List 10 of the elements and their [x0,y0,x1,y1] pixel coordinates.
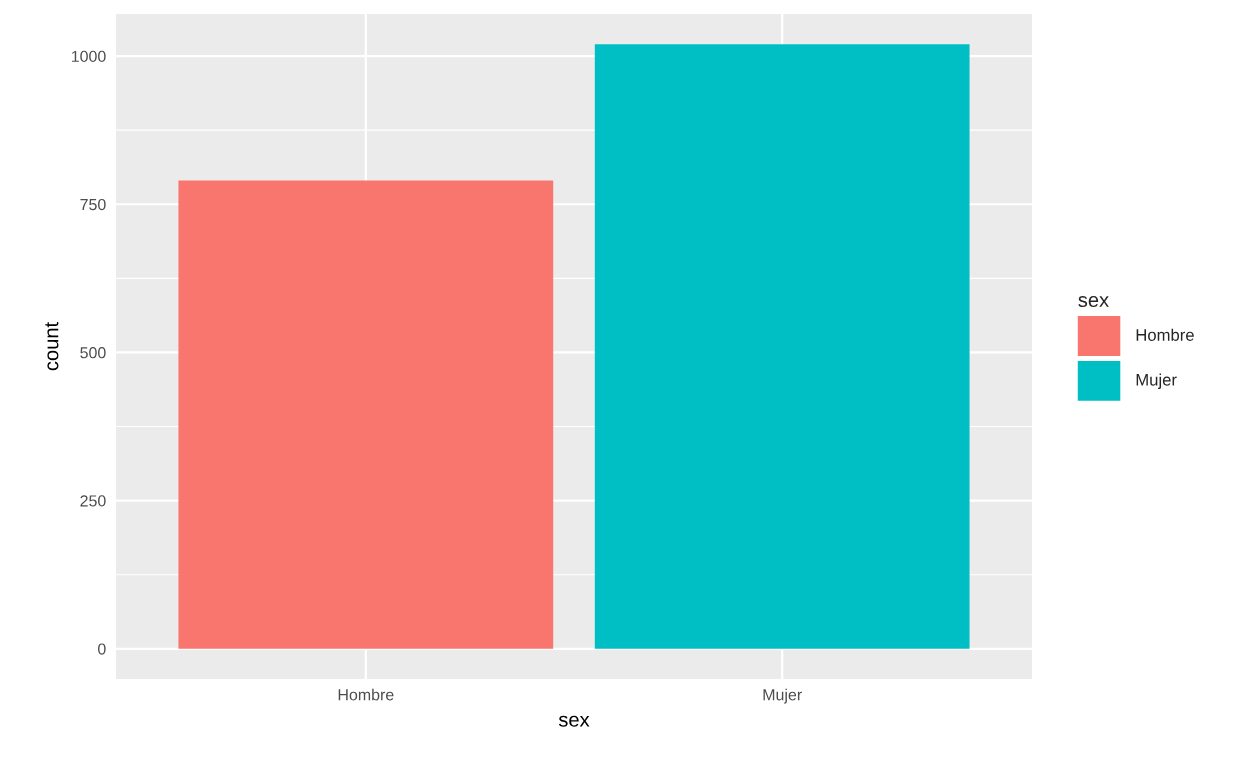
y-tick-label: 750 [80,198,106,211]
legend-title: sex [1078,296,1109,308]
legend-label: Mujer [1136,373,1177,390]
y-axis-title: count [45,322,59,371]
y-tick-label: 1000 [71,50,106,63]
legend-label: Hombre [1136,328,1194,341]
y-tick-label: 250 [80,495,106,507]
x-axis-title: sex [558,715,590,727]
y-tick-label: 500 [80,347,106,359]
y-tick-label: 0 [98,643,106,655]
